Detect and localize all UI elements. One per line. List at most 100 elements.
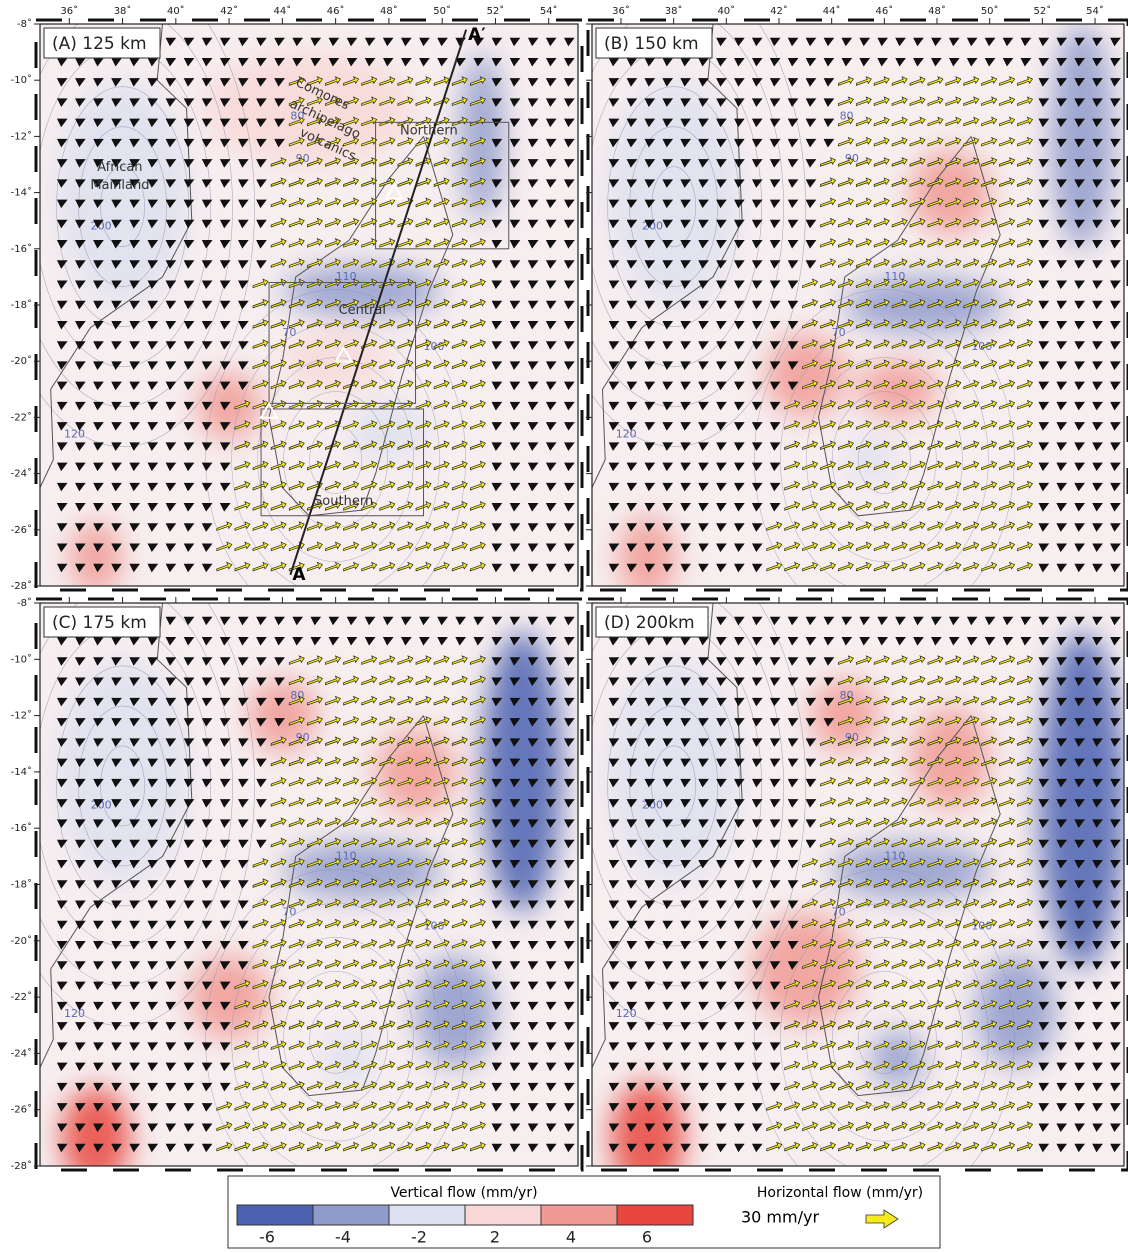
mainland-label: Mainland bbox=[90, 178, 149, 193]
x-tick-label: 40˚ bbox=[167, 5, 185, 17]
flow-blob bbox=[482, 632, 562, 912]
panel-label: (B) 150 km bbox=[604, 34, 699, 54]
x-tick-label: 46˚ bbox=[875, 5, 893, 17]
x-tick-label: 52˚ bbox=[1033, 5, 1051, 17]
y-tick-label: -12˚ bbox=[11, 710, 32, 722]
panel-content: 809020011012010070 bbox=[0, 0, 578, 630]
contour-label: 200 bbox=[91, 799, 112, 812]
y-tick-label: -26˚ bbox=[11, 524, 32, 536]
y-tick-label: -20˚ bbox=[11, 935, 32, 947]
y-tick-label: -18˚ bbox=[11, 299, 32, 311]
panel-label: (A) 125 km bbox=[52, 34, 147, 54]
flow-blob bbox=[858, 361, 938, 417]
y-tick-label: -12˚ bbox=[11, 130, 32, 142]
x-tick-label: 40˚ bbox=[717, 5, 735, 17]
y-tick-label: -28˚ bbox=[11, 580, 32, 592]
flow-blob bbox=[618, 516, 676, 600]
y-tick-label: -16˚ bbox=[11, 243, 32, 255]
y-tick-label: -22˚ bbox=[11, 991, 32, 1003]
x-tick-label: 48˚ bbox=[380, 5, 398, 17]
y-tick-label: -22˚ bbox=[11, 411, 32, 423]
y-tick-label: -20˚ bbox=[11, 355, 32, 367]
x-tick-label: 42˚ bbox=[220, 5, 238, 17]
colorbar-segment bbox=[617, 1205, 693, 1225]
flow-blob bbox=[831, 842, 990, 898]
arrow-legend-title: Horizontal flow (mm/yr) bbox=[757, 1185, 923, 1201]
panel-content: 809020011012010070 bbox=[542, 546, 1125, 1209]
contour-label: 120 bbox=[616, 427, 637, 440]
flow-blob bbox=[607, 81, 740, 305]
colorbar-label: -6 bbox=[259, 1228, 275, 1247]
region-label: Southern bbox=[314, 494, 373, 509]
map-panel: 809020011012010070(D) 200km bbox=[542, 546, 1128, 1209]
contour-label: 120 bbox=[64, 1007, 85, 1020]
arrow-legend-label: 30 mm/yr bbox=[741, 1208, 819, 1227]
x-tick-label: 42˚ bbox=[770, 5, 788, 17]
colorbar-label: 4 bbox=[566, 1228, 576, 1247]
colorbar-label: 2 bbox=[490, 1228, 500, 1247]
x-tick-label: 38˚ bbox=[114, 5, 132, 17]
colorbar-label: -2 bbox=[411, 1228, 427, 1247]
flow-blob bbox=[283, 842, 442, 898]
flow-blob bbox=[871, 1031, 924, 1087]
y-tick-label: -24˚ bbox=[11, 468, 32, 480]
colorbar-label: -4 bbox=[335, 1228, 351, 1247]
figure: Vertical flow (mm/yr) Horizontal flow (m… bbox=[0, 0, 1128, 1249]
contour-label: 200 bbox=[642, 219, 663, 232]
contour-label: 200 bbox=[91, 219, 112, 232]
y-tick-label: -14˚ bbox=[11, 187, 32, 199]
flow-blob bbox=[607, 660, 740, 884]
contour-label: 120 bbox=[616, 1007, 637, 1020]
y-tick-label: -16˚ bbox=[11, 822, 32, 834]
profile-label: A bbox=[292, 565, 306, 585]
x-tick-label: 36˚ bbox=[60, 5, 78, 17]
y-tick-label: -8˚ bbox=[17, 18, 32, 30]
panel-content: 809020011012010070 bbox=[542, 0, 1124, 630]
y-tick-label: -18˚ bbox=[11, 879, 32, 891]
map-panel: 80902001101201007036˚ 38˚ 40˚ 42˚ 44˚ 46˚ 48˚ 5… bbox=[542, 0, 1128, 630]
colorbar-segment bbox=[465, 1205, 541, 1225]
x-tick-label: 48˚ bbox=[928, 5, 946, 17]
y-tick-label: -10˚ bbox=[11, 653, 32, 665]
y-tick-label: -14˚ bbox=[11, 766, 32, 778]
y-tick-label: -8˚ bbox=[17, 597, 32, 609]
flow-blob bbox=[1050, 24, 1114, 248]
mainland-label: African bbox=[97, 160, 142, 175]
y-tick-label: -10˚ bbox=[11, 74, 32, 86]
region-label: Northern bbox=[400, 123, 458, 138]
profile-label: A′ bbox=[468, 25, 486, 45]
x-tick-label: 54˚ bbox=[540, 5, 558, 17]
colorbar-segment bbox=[237, 1205, 313, 1225]
y-tick-label: -24˚ bbox=[11, 1047, 32, 1059]
contour-label: 120 bbox=[64, 427, 85, 440]
x-tick-label: 44˚ bbox=[823, 5, 841, 17]
panel-content: 809020011012010070 bbox=[0, 546, 578, 1209]
x-tick-label: 54˚ bbox=[1086, 5, 1104, 17]
flow-blob bbox=[416, 955, 496, 1067]
panel-label: (D) 200km bbox=[604, 613, 695, 633]
flow-blob bbox=[69, 522, 122, 595]
x-tick-label: 46˚ bbox=[327, 5, 345, 17]
flow-blob bbox=[197, 373, 261, 440]
x-tick-label: 52˚ bbox=[487, 5, 505, 17]
y-tick-label: -28˚ bbox=[11, 1160, 32, 1172]
flow-blob bbox=[1039, 632, 1124, 968]
map-panel: 80902001101201007036˚ 38˚ 40˚ 42˚ 44˚ 46˚ 48˚ 5… bbox=[0, 0, 582, 630]
colorbar-title: Vertical flow (mm/yr) bbox=[390, 1185, 537, 1201]
x-tick-label: 50˚ bbox=[981, 5, 999, 17]
panel-label: (C) 175 km bbox=[52, 613, 147, 633]
x-tick-label: 38˚ bbox=[665, 5, 683, 17]
map-panel: 809020011012010070-8˚ -10˚ -12˚ -14˚ -16˚ -18… bbox=[0, 546, 582, 1209]
contour-label: 200 bbox=[642, 799, 663, 812]
x-tick-label: 44˚ bbox=[273, 5, 291, 17]
colorbar-segment bbox=[313, 1205, 389, 1225]
y-tick-label: -26˚ bbox=[11, 1104, 32, 1116]
flow-blob bbox=[56, 660, 189, 884]
flow-blob bbox=[322, 1031, 375, 1087]
colorbar-label: 6 bbox=[642, 1228, 652, 1247]
region-label: Central bbox=[339, 303, 386, 318]
x-tick-label: 36˚ bbox=[612, 5, 630, 17]
colorbar-segment bbox=[389, 1205, 465, 1225]
x-tick-label: 50˚ bbox=[433, 5, 451, 17]
flow-blob bbox=[61, 1087, 130, 1188]
